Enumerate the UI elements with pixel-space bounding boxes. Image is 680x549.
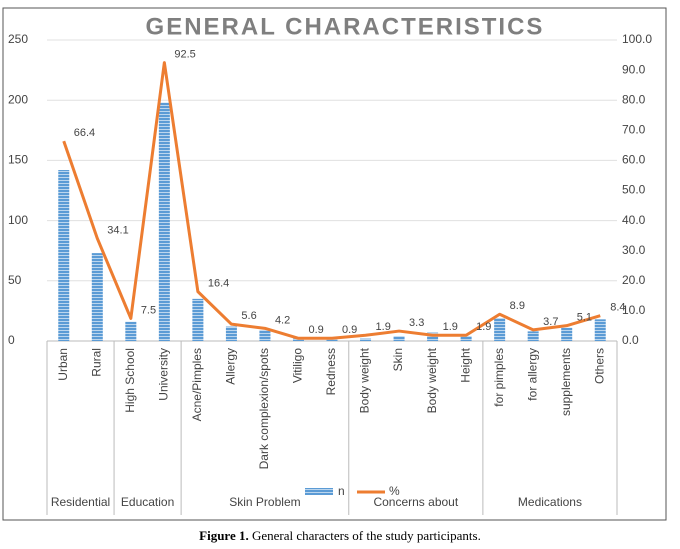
- line-series: [62, 61, 601, 340]
- y2-tick-label: 10.0: [622, 303, 646, 317]
- group-label: Concerns about: [373, 495, 458, 509]
- y2-tick-label: 60.0: [622, 153, 646, 167]
- x-tick-label: Body weight: [358, 347, 372, 413]
- bar: [58, 170, 70, 341]
- group-label: Skin Problem: [229, 495, 300, 509]
- group-label: Medications: [518, 495, 582, 509]
- bar: [527, 331, 539, 341]
- x-tick-label: Dark complexion/spots: [257, 348, 271, 469]
- caption-text: General characters of the study particip…: [251, 528, 481, 543]
- data-label: 16.4: [208, 278, 229, 290]
- x-tick-label: Urban: [56, 348, 70, 381]
- legend-label: n: [338, 484, 345, 498]
- data-label: 4.2: [275, 314, 290, 326]
- chart: GENERAL CHARACTERISTICS 0 50 100 150 200 250 0…: [2, 7, 667, 521]
- data-label: 92.5: [174, 48, 195, 60]
- bar: [460, 336, 472, 341]
- data-label: 8.4: [610, 302, 625, 314]
- x-tick-label: Acne/Pimples: [190, 348, 204, 421]
- bar: [192, 298, 204, 341]
- bar: [494, 318, 506, 341]
- bar: [427, 332, 439, 341]
- bar: [91, 253, 103, 341]
- bar: [225, 326, 237, 341]
- x-tick-label: Body weight: [425, 347, 439, 413]
- x-tick-label: Allergy: [224, 348, 238, 385]
- bar: [125, 321, 137, 341]
- bar: [158, 102, 170, 341]
- y-tick-label: 150: [8, 153, 28, 167]
- data-label: 5.1: [577, 312, 592, 324]
- y2-tick-label: 50.0: [622, 183, 646, 197]
- x-tick-label: for allergy: [525, 348, 539, 401]
- data-label: 3.7: [543, 316, 558, 328]
- y-tick-label: 250: [8, 32, 28, 46]
- y2-tick-label: 70.0: [622, 122, 646, 136]
- x-tick-label: Skin: [391, 348, 405, 371]
- data-label: 3.3: [409, 317, 424, 329]
- x-tick-label: High School: [123, 348, 137, 413]
- x-tick-label: Vitiligo: [291, 348, 305, 383]
- data-label: 5.6: [241, 310, 256, 322]
- x-tick-label: Others: [592, 348, 606, 384]
- y2-tick-label: 100.0: [622, 32, 652, 46]
- frame: [2, 7, 667, 521]
- group-label: Education: [121, 495, 174, 509]
- data-label: 7.5: [141, 304, 156, 316]
- y2-tick-label: 20.0: [622, 273, 646, 287]
- bar: [292, 338, 304, 341]
- data-label: 34.1: [107, 224, 128, 236]
- chart-title: GENERAL CHARACTERISTICS: [146, 13, 545, 40]
- data-label: 0.9: [308, 324, 323, 336]
- x-tick-label: for pimples: [492, 348, 506, 407]
- y-tick-label: 0: [8, 333, 15, 347]
- bar: [360, 338, 372, 341]
- caption-label: Figure 1.: [199, 528, 249, 543]
- data-label: 1.9: [376, 321, 391, 333]
- caption: Figure 1. General characters of the stud…: [0, 528, 680, 544]
- bar: [259, 330, 271, 341]
- y2-tick-label: 0.0: [622, 333, 639, 347]
- x-tick-label: Height: [458, 347, 472, 382]
- legend-swatch: [305, 488, 333, 495]
- y2-tick-label: 80.0: [622, 92, 646, 106]
- data-label: 1.9: [476, 321, 491, 333]
- data-label: 0.9: [342, 324, 357, 336]
- x-tick-label: Rural: [89, 348, 103, 377]
- bar: [594, 319, 606, 341]
- y2-tick-label: 40.0: [622, 213, 646, 227]
- group-label: Residential: [51, 495, 110, 509]
- data-label: 66.4: [74, 127, 95, 139]
- data-label: 1.9: [443, 321, 458, 333]
- y-tick-label: 50: [8, 273, 22, 287]
- bar: [393, 336, 405, 341]
- bar: [326, 338, 338, 341]
- legend-label: %: [389, 484, 400, 498]
- y2-tick-label: 90.0: [622, 62, 646, 76]
- x-tick-label: supplements: [559, 348, 573, 416]
- bar: [561, 327, 573, 341]
- x-tick-label: Redness: [324, 348, 338, 395]
- data-label: 8.9: [510, 300, 525, 312]
- y2-tick-label: 30.0: [622, 243, 646, 257]
- x-tick-label: University: [157, 348, 171, 401]
- y-tick-label: 200: [8, 92, 28, 106]
- y-tick-label: 100: [8, 213, 28, 227]
